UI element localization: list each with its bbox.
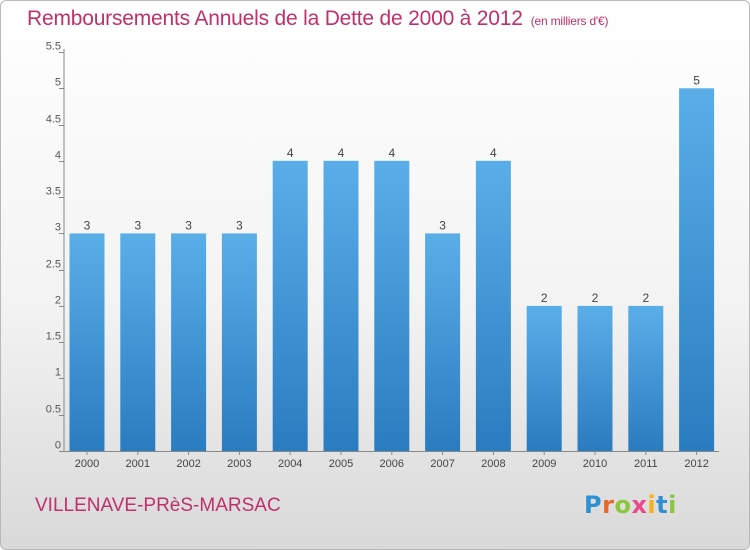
y-tick-label: 5 <box>55 77 61 89</box>
x-tick-label: 2008 <box>481 458 505 470</box>
chart-title-text: Remboursements Annuels de la Dette de 20… <box>27 7 523 30</box>
y-tick-label: 4.5 <box>46 114 61 126</box>
data-label: 2 <box>592 291 599 305</box>
y-tick-label: 2.5 <box>46 259 61 271</box>
bar-2000 <box>69 233 105 451</box>
bar-2005 <box>323 160 359 452</box>
x-tick-label: 2001 <box>126 458 150 470</box>
data-label: 3 <box>134 218 141 232</box>
x-tick-label: 2003 <box>227 458 251 470</box>
bar-2007 <box>425 233 461 451</box>
data-label: 2 <box>541 291 548 305</box>
data-label: 4 <box>287 146 294 160</box>
x-tick-label: 2012 <box>684 458 708 470</box>
data-label: 4 <box>338 146 345 160</box>
bar-2003 <box>221 233 257 451</box>
y-tick-label: 5.5 <box>46 41 61 53</box>
x-tick-label: 2006 <box>380 458 404 470</box>
x-tick-label: 2010 <box>583 458 607 470</box>
bar-2001 <box>120 233 156 451</box>
data-label: 2 <box>642 291 649 305</box>
data-label: 4 <box>388 146 395 160</box>
bar-2002 <box>171 233 207 451</box>
data-label: 3 <box>439 218 446 232</box>
y-tick-label: 1 <box>55 367 61 379</box>
x-tick-label: 2007 <box>430 458 454 470</box>
bar-2012 <box>679 88 715 452</box>
y-tick-label: 3.5 <box>46 186 61 198</box>
data-label: 3 <box>84 218 91 232</box>
proxiti-logo: Proxiti <box>584 491 677 519</box>
bar-2004 <box>272 160 308 452</box>
x-tick-label: 2009 <box>532 458 556 470</box>
x-tick-label: 2002 <box>176 458 200 470</box>
bar-2009 <box>526 305 562 451</box>
chart-unit: (en milliers d'€) <box>530 14 609 28</box>
x-tick-label: 2005 <box>329 458 353 470</box>
chart-title: Remboursements Annuels de la Dette de 20… <box>27 7 608 31</box>
y-tick-label: 0 <box>55 440 61 452</box>
city-name: VILLENAVE-PRèS-MARSAC <box>35 495 281 516</box>
y-tick-label: 3 <box>55 222 61 234</box>
y-tick-label: 4 <box>55 150 61 162</box>
data-label: 5 <box>693 73 700 87</box>
bar-2008 <box>475 160 511 452</box>
y-tick-label: 0.5 <box>46 404 61 416</box>
x-tick-label: 2011 <box>634 458 658 470</box>
data-label: 3 <box>236 218 243 232</box>
data-label: 3 <box>185 218 192 232</box>
bar-2006 <box>374 160 410 452</box>
y-tick-label: 1.5 <box>46 331 61 343</box>
x-tick-label: 2000 <box>75 458 99 470</box>
y-tick-label: 2 <box>55 295 61 307</box>
x-tick-label: 2004 <box>278 458 302 470</box>
bar-2011 <box>628 305 664 451</box>
data-label: 4 <box>490 146 497 160</box>
bar-2010 <box>577 305 613 451</box>
